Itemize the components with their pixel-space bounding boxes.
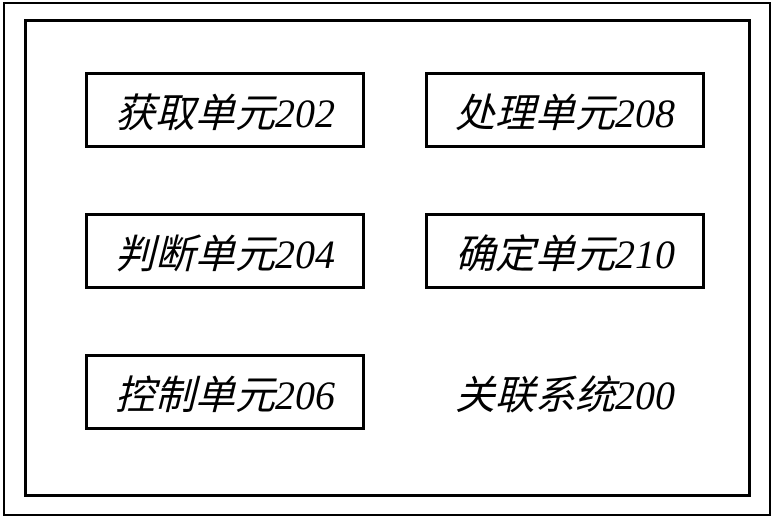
- unit-box-206: 控制单元206: [85, 354, 365, 430]
- unit-box-208: 处理单元208: [425, 72, 705, 148]
- unit-box-210: 确定单元210: [425, 213, 705, 289]
- system-label-200: 关联系统200: [425, 354, 705, 430]
- system-label-text: 关联系统200: [455, 363, 675, 421]
- unit-label: 控制单元206: [115, 363, 335, 421]
- unit-label: 处理单元208: [455, 81, 675, 139]
- unit-label: 获取单元202: [115, 81, 335, 139]
- unit-label: 判断单元204: [115, 222, 335, 280]
- unit-box-204: 判断单元204: [85, 213, 365, 289]
- unit-box-202: 获取单元202: [85, 72, 365, 148]
- unit-label: 确定单元210: [455, 222, 675, 280]
